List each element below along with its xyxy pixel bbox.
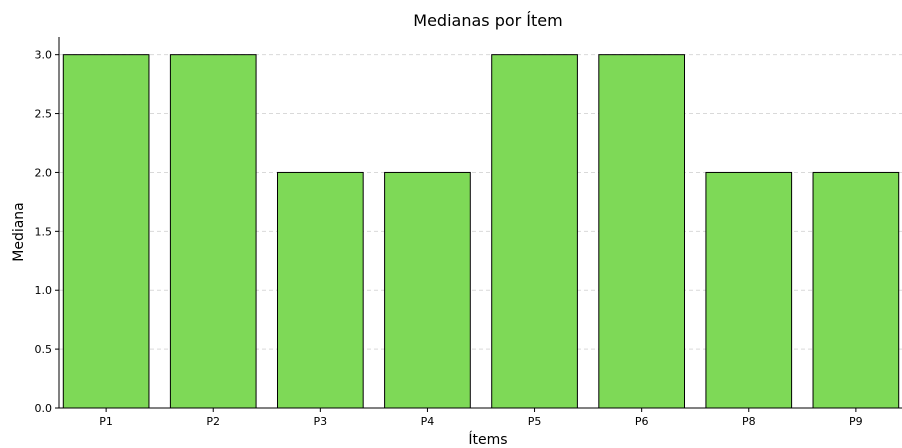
- y-tick-label: 1.5: [35, 225, 53, 238]
- y-tick-label: 2.5: [35, 108, 53, 121]
- y-tick-label: 0.5: [35, 343, 53, 356]
- bar-p5: [491, 54, 578, 409]
- y-axis-title: Mediana: [11, 202, 27, 262]
- y-tick-label: 2.0: [35, 166, 53, 179]
- bar-p2: [169, 54, 257, 409]
- bar-p6: [598, 54, 686, 409]
- bar-p4: [384, 171, 471, 409]
- y-tick-label: 0.0: [35, 402, 53, 415]
- x-tick-label: P2: [206, 415, 220, 428]
- y-axis-ticks: 0.0 0.5 1.0 1.5 2.0 2.5 3.0: [35, 49, 59, 415]
- y-tick-label: 3.0: [35, 49, 53, 62]
- y-tick-label: 1.0: [35, 284, 53, 297]
- x-tick-label: P4: [421, 415, 435, 428]
- x-tick-label: P8: [742, 415, 756, 428]
- axes: [58, 37, 902, 409]
- x-tick-label: P5: [528, 415, 542, 428]
- x-tick-label: P3: [314, 415, 328, 428]
- bar-p9: [812, 171, 900, 409]
- x-tick-label: P9: [849, 415, 863, 428]
- bar-p1: [62, 54, 150, 409]
- x-tick-label: P6: [635, 415, 649, 428]
- x-axis-title: Ítems: [468, 431, 507, 448]
- bars: [62, 54, 900, 409]
- chart-title: Medianas por Ítem: [413, 11, 562, 30]
- x-axis-ticks: P1 P2 P3 P4 P5 P6 P8 P9: [99, 408, 863, 428]
- bar-p3: [276, 171, 364, 409]
- bar-p8: [705, 171, 793, 409]
- x-tick-label: P1: [99, 415, 113, 428]
